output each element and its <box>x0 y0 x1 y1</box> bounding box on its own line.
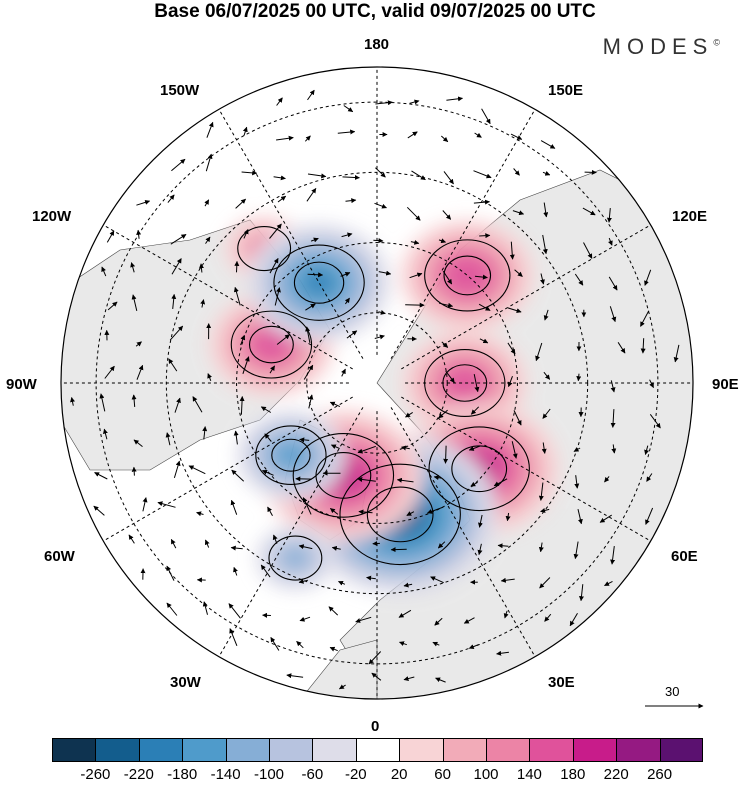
wind-vector <box>446 446 447 464</box>
lon-label-30e: 30E <box>548 674 575 691</box>
lon-label-90e: 90E <box>712 376 739 393</box>
colorbar-tick-label: -220 <box>124 766 154 783</box>
colorbar-tick-label: -140 <box>211 766 241 783</box>
lon-label-150e: 150E <box>548 82 583 99</box>
brand-mark: © <box>713 38 720 48</box>
anomaly-siberia-high-east <box>443 255 493 296</box>
wind-vector <box>237 261 238 272</box>
wind-vector <box>578 374 579 381</box>
colorbar-tick-label: 140 <box>517 766 542 783</box>
lon-label-0: 0 <box>371 718 379 735</box>
lon-label-120e: 120E <box>672 208 707 225</box>
lon-label-150w: 150W <box>160 82 199 99</box>
brand-logo: MODES© <box>603 34 720 60</box>
colorbar-tick-label: 20 <box>391 766 408 783</box>
colorbar-tick-label: -180 <box>167 766 197 783</box>
colorbar-tick-label: 220 <box>604 766 629 783</box>
anomaly-atlantic-low <box>282 547 308 569</box>
colorbar-tick-label: 100 <box>473 766 498 783</box>
wind-vector <box>134 467 135 475</box>
anomaly-labrador-low <box>277 444 304 466</box>
colorbar-tick-label: -60 <box>302 766 324 783</box>
lon-label-180: 180 <box>364 36 389 53</box>
lon-label-120w: 120W <box>32 208 71 225</box>
colorbar-tick-label: 260 <box>647 766 672 783</box>
colorbar-tick-label: 180 <box>560 766 585 783</box>
colorbar-tick-label: 60 <box>434 766 451 783</box>
lon-label-60e: 60E <box>671 548 698 565</box>
wind-vector <box>479 235 490 236</box>
colorbar-tick-label: -100 <box>254 766 284 783</box>
lon-label-60w: 60W <box>44 548 75 565</box>
chart-title: Base 06/07/2025 00 UTC, valid 09/07/2025… <box>0 0 750 24</box>
brand-name: MODES <box>603 34 714 59</box>
colorbar-frame <box>52 738 703 762</box>
lon-label-90w: 90W <box>6 376 37 393</box>
colorbar-tick-label: -20 <box>345 766 367 783</box>
reference-vector-label: 30 <box>665 684 679 699</box>
lon-label-30w: 30W <box>170 674 201 691</box>
colorbar-tick-label: -260 <box>80 766 110 783</box>
